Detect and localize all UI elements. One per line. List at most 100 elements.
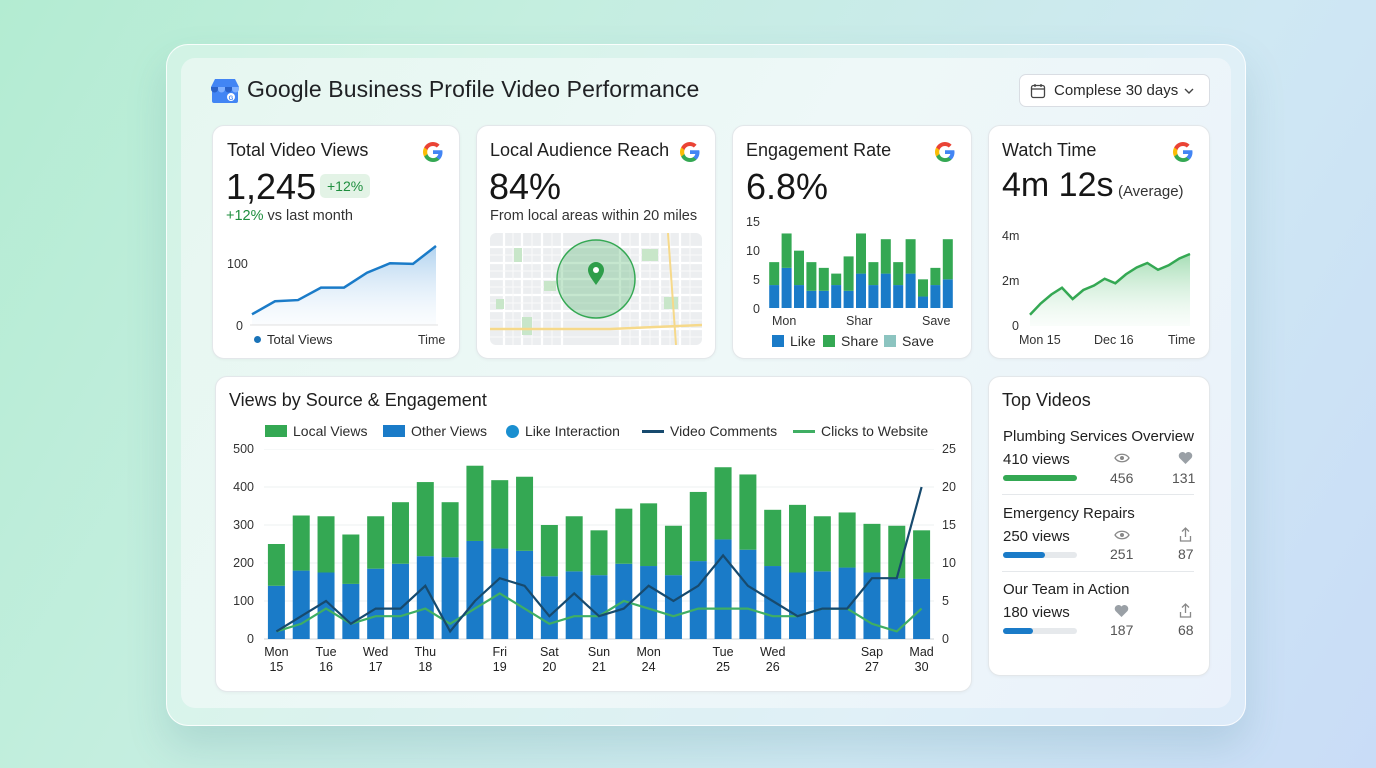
bar-local-views (714, 467, 732, 540)
bar-local-views (540, 525, 558, 577)
x-axis-label: Time (418, 333, 446, 347)
bar-other-views (888, 578, 906, 639)
delta-value: +12% (226, 208, 264, 224)
x-tick: Dec 16 (1094, 333, 1134, 347)
video-stat-views: 251 (1110, 546, 1134, 562)
y-tick: 10 (746, 244, 760, 258)
share-icon (1179, 527, 1192, 542)
reach-value: 84% (489, 166, 562, 207)
y-tick-right: 5 (942, 594, 949, 608)
watch-time-note: (Average) (1117, 183, 1184, 200)
y-tick: 0 (236, 319, 243, 333)
bar-other-views (664, 575, 682, 639)
engagement-bar-chart (769, 233, 953, 308)
bar-local-views (664, 525, 682, 576)
date-range-dropdown[interactable]: Complese 30 days (1019, 74, 1210, 107)
bar-local-views (590, 530, 608, 576)
x-tick: Mon (772, 314, 797, 328)
video-stat-shares: 68 (1178, 622, 1194, 638)
bar-other-views (367, 568, 385, 639)
y-tick-left: 300 (233, 518, 254, 532)
local-area-map[interactable] (490, 233, 702, 345)
total-views-value: 1,245 (226, 166, 317, 207)
y-tick-right: 25 (942, 442, 956, 456)
card-title: Engagement Rate (746, 140, 892, 160)
bar-share (856, 233, 866, 274)
bar-like (893, 285, 904, 308)
calendar-icon (1030, 83, 1046, 98)
x-tick: Mon 15 (1019, 333, 1061, 347)
bar-local-views (739, 474, 757, 550)
watch-area (1030, 254, 1190, 326)
bar-other-views (714, 539, 732, 639)
x-tick: Tue 25 (712, 645, 734, 674)
bar-local-views (913, 530, 931, 579)
card-title: Local Audience Reach (490, 140, 670, 160)
video-views: 250 views (1003, 528, 1070, 545)
legend-like-interaction[interactable]: Like Interaction (506, 423, 620, 439)
y-tick-right: 20 (942, 480, 956, 494)
x-tick: Wed 17 (362, 645, 389, 674)
bar-share (769, 262, 780, 286)
x-tick: Time (1168, 333, 1196, 347)
bar-other-views (342, 583, 360, 639)
store-icon: G (211, 79, 239, 103)
progress-track (1003, 628, 1077, 634)
growth-badge: +12% (320, 174, 371, 198)
bar-like (905, 273, 916, 308)
bar-share (893, 262, 904, 286)
bar-local-views (888, 525, 906, 579)
bar-local-views (689, 491, 707, 562)
video-stat-likes: 187 (1110, 622, 1134, 638)
bar-like (781, 267, 792, 308)
date-range-label: Complese 30 days (1054, 82, 1179, 99)
bar-like (930, 285, 941, 308)
bar-share (880, 239, 891, 274)
bar-local-views (863, 523, 881, 573)
bar-local-views (441, 502, 459, 558)
bar-local-views (789, 504, 807, 573)
x-tick: Thu 18 (414, 645, 437, 674)
x-tick: Mon 15 (264, 645, 289, 674)
bar-local-views (516, 476, 534, 551)
series-line-watch-time (1029, 252, 1191, 316)
y-tick-left: 100 (233, 594, 254, 608)
series-line-video-comments (275, 486, 923, 634)
y-tick-right: 10 (942, 556, 956, 570)
bar-other-views (764, 566, 782, 639)
legend-clicks-to-website[interactable]: Clicks to Website (793, 423, 928, 439)
x-tick: Wed 26 (759, 645, 786, 674)
bar-other-views (416, 556, 434, 639)
legend-local-views[interactable]: Local Views (265, 423, 367, 439)
bar-local-views (391, 502, 409, 564)
video-stat-likes: 131 (1172, 470, 1196, 486)
bar-local-views (813, 516, 831, 572)
bar-like (843, 290, 854, 308)
legend-video-comments[interactable]: Video Comments (642, 423, 777, 439)
video-stat-shares: 87 (1178, 546, 1194, 562)
bar-local-views (292, 515, 310, 571)
legend-other-views[interactable]: Other Views (383, 423, 487, 439)
video-views: 410 views (1003, 451, 1070, 468)
google-logo-icon (680, 142, 700, 162)
top-videos-card (988, 376, 1210, 676)
x-tick: Mad 30 (909, 645, 934, 674)
engagement-rate-card[interactable] (732, 125, 972, 359)
bar-share (806, 262, 817, 291)
bar-other-views (838, 567, 856, 639)
x-tick: Fri 19 (492, 645, 508, 674)
bar-other-views (863, 572, 881, 639)
progress-bar (1003, 628, 1033, 634)
bar-other-views (640, 566, 658, 639)
bar-share (781, 233, 792, 268)
bar-other-views (292, 570, 310, 639)
bar-local-views (615, 508, 633, 564)
top-videos-title: Top Videos (1002, 390, 1091, 410)
bar-local-views (838, 512, 856, 568)
heart-icon (1114, 605, 1129, 617)
bar-local-views (317, 516, 335, 573)
card-title: Watch Time (1002, 140, 1097, 160)
bar-like (818, 290, 829, 308)
y-tick-right: 15 (942, 518, 956, 532)
y-tick: 15 (746, 215, 760, 229)
